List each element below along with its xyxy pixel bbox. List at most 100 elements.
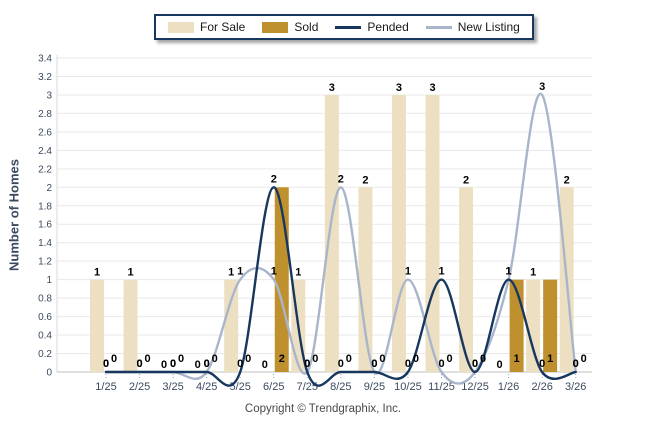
svg-text:1: 1 [530,267,536,279]
svg-text:0: 0 [204,358,210,370]
svg-text:0.2: 0.2 [38,349,52,360]
svg-text:0: 0 [573,358,579,370]
svg-text:0: 0 [136,358,142,370]
svg-text:2: 2 [362,174,368,186]
svg-text:0: 0 [371,358,377,370]
svg-text:3: 3 [329,82,335,94]
svg-text:0: 0 [312,353,318,365]
svg-text:1.4: 1.4 [38,238,52,249]
svg-text:0: 0 [111,353,117,365]
svg-text:1.6: 1.6 [38,220,52,231]
svg-text:0: 0 [103,358,109,370]
svg-text:0: 0 [161,359,167,371]
x-tick-labels: 1/25 2/25 3/25 4/25 5/25 6/25 7/25 8/25 9/25 10/2… [95,374,586,393]
y-tick-labels: 0 0.2 0.4 0.6 0.8 1 1.2 1.4 1.6 1.8 2 2.2 2.4 2.6 2.8 3… [38,54,52,379]
svg-text:0: 0 [472,358,478,370]
svg-text:0: 0 [178,353,184,365]
svg-text:2: 2 [271,173,277,185]
svg-text:11/25: 11/25 [428,381,455,393]
svg-text:4/25: 4/25 [196,381,217,393]
legend-label-sold: Sold [294,20,319,34]
svg-text:5/25: 5/25 [229,381,250,393]
legend: For Sale Sold Pended New Listing [154,14,534,40]
svg-text:0: 0 [472,358,478,370]
svg-text:1: 1 [295,267,301,279]
svg-text:0.8: 0.8 [38,294,52,305]
svg-text:0: 0 [136,358,142,370]
svg-text:2.4: 2.4 [38,146,52,157]
legend-item-pended: Pended [335,20,409,34]
legend-item-new-listing: New Listing [425,20,520,34]
svg-text:0: 0 [446,353,452,365]
svg-text:3.2: 3.2 [38,72,52,83]
svg-text:1: 1 [547,353,553,365]
for-sale-swatch-icon [168,21,194,33]
copyright-text: Copyright © Trendgraphix, Inc. [244,403,402,415]
svg-text:3: 3 [429,82,435,94]
svg-text:3: 3 [539,81,545,93]
svg-text:0: 0 [262,359,268,371]
svg-text:1: 1 [271,266,277,278]
svg-text:1: 1 [127,267,133,279]
svg-text:2/26: 2/26 [531,381,552,393]
svg-text:2: 2 [46,183,52,194]
svg-text:2.6: 2.6 [38,127,52,138]
new-listing-line-swatch-icon [425,25,452,29]
line-new-listing [104,92,577,385]
svg-text:1.8: 1.8 [38,201,52,212]
legend-item-for-sale: For Sale [168,20,245,34]
svg-text:7/25: 7/25 [297,381,318,393]
svg-text:0: 0 [245,353,251,365]
svg-text:0: 0 [539,358,545,370]
svg-text:0: 0 [379,353,385,365]
svg-text:0: 0 [103,358,109,370]
svg-text:0: 0 [573,358,579,370]
svg-text:1: 1 [438,266,444,278]
bars-for-sale [90,94,574,373]
svg-text:1.2: 1.2 [38,257,52,268]
svg-text:0: 0 [170,358,176,370]
svg-text:1: 1 [506,266,512,278]
sold-swatch-icon [262,21,289,33]
legend-label-for-sale: For Sale [200,20,246,34]
svg-text:2: 2 [279,353,285,365]
svg-text:0: 0 [195,359,201,371]
svg-text:3: 3 [396,82,402,94]
svg-text:2/25: 2/25 [129,381,150,393]
svg-text:2: 2 [463,174,469,186]
svg-text:0: 0 [212,353,218,365]
svg-text:3/25: 3/25 [162,381,183,393]
svg-text:8/25: 8/25 [330,381,351,393]
svg-text:1: 1 [94,267,100,279]
svg-text:0: 0 [304,358,310,370]
svg-text:2.8: 2.8 [38,109,52,120]
svg-text:0: 0 [144,353,150,365]
svg-text:0: 0 [480,353,486,365]
svg-text:0: 0 [204,358,210,370]
svg-text:0: 0 [237,358,243,370]
svg-text:0: 0 [46,368,52,379]
svg-text:0: 0 [581,353,587,365]
svg-text:1: 1 [514,353,520,365]
legend-label-new-listing: New Listing [457,20,520,34]
svg-text:9/25: 9/25 [364,381,385,393]
svg-text:1/25: 1/25 [95,381,116,393]
svg-text:6/25: 6/25 [263,381,284,393]
svg-text:0: 0 [413,353,419,365]
svg-text:12/25: 12/25 [461,381,489,393]
svg-text:0: 0 [346,353,352,365]
svg-text:0.4: 0.4 [38,331,52,342]
svg-text:0.6: 0.6 [38,312,52,323]
svg-text:3/26: 3/26 [565,381,586,393]
legend-label-pended: Pended [367,20,409,34]
svg-text:2.2: 2.2 [38,164,52,175]
svg-text:1: 1 [237,266,243,278]
svg-text:1/26: 1/26 [498,381,519,393]
svg-text:1: 1 [228,267,234,279]
legend-item-sold: Sold [262,20,318,34]
svg-text:0: 0 [371,358,377,370]
svg-text:0: 0 [438,358,444,370]
